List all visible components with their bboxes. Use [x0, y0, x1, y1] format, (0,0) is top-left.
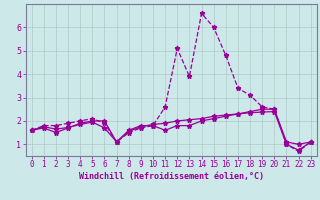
X-axis label: Windchill (Refroidissement éolien,°C): Windchill (Refroidissement éolien,°C) — [79, 172, 264, 181]
